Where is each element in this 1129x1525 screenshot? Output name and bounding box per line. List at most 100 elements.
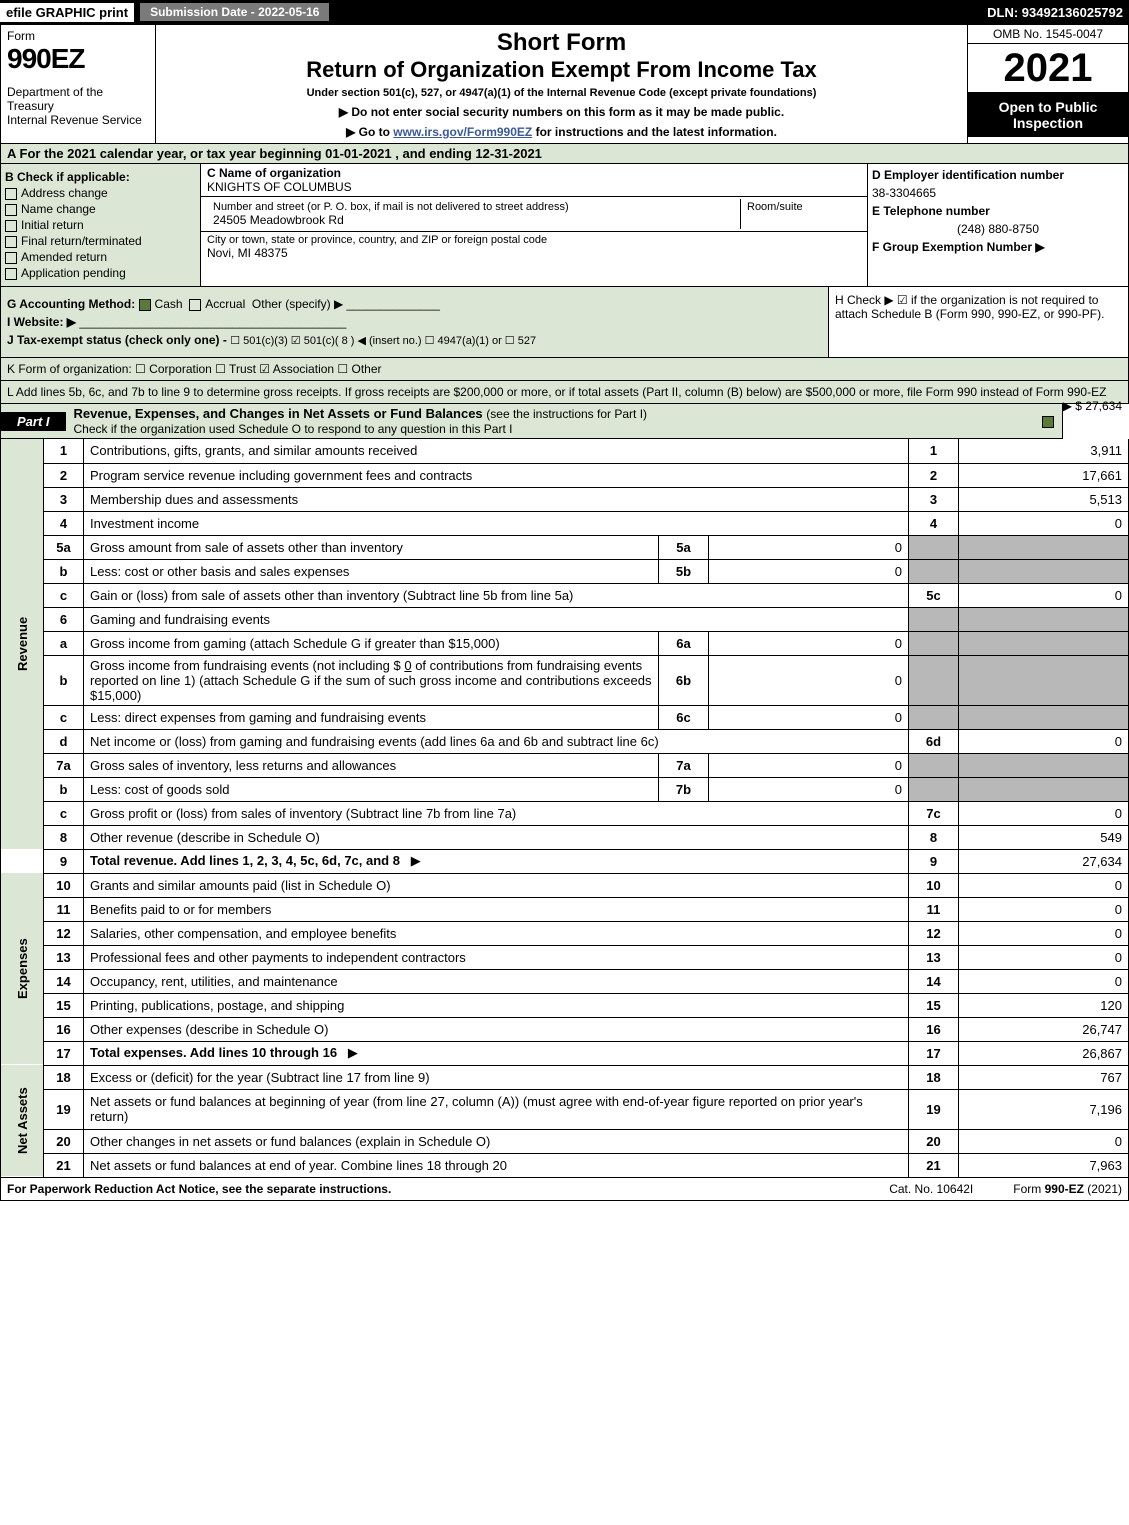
ck-amended-return[interactable]: Amended return: [5, 250, 196, 264]
l7a-desc: Gross sales of inventory, less returns a…: [84, 753, 659, 777]
l1-rn: 1: [909, 439, 959, 463]
tel-label: E Telephone number: [872, 204, 1124, 218]
l18-num: 18: [44, 1065, 84, 1089]
inst2-pre: ▶ Go to: [346, 125, 393, 139]
l7a-mn: 7a: [659, 753, 709, 777]
row-a: A For the 2021 calendar year, or tax yea…: [0, 144, 1129, 164]
l6c-mn: 6c: [659, 705, 709, 729]
form-number: 990EZ: [7, 43, 149, 75]
part1-ck[interactable]: [1038, 414, 1062, 428]
l6b-mv: 0: [709, 655, 909, 705]
l13-rv: 0: [959, 945, 1129, 969]
instruction-1: ▶ Do not enter social security numbers o…: [160, 105, 963, 119]
l7c-rn: 7c: [909, 801, 959, 825]
l6b-mn: 6b: [659, 655, 709, 705]
l17-rn: 17: [909, 1041, 959, 1065]
l5b-num: b: [44, 559, 84, 583]
l3-rn: 3: [909, 487, 959, 511]
l3-num: 3: [44, 487, 84, 511]
l6b-num: b: [44, 655, 84, 705]
ck-application-pending[interactable]: Application pending: [5, 266, 196, 280]
city-block: City or town, state or province, country…: [201, 232, 867, 262]
l17-num: 17: [44, 1041, 84, 1065]
ck-final-return[interactable]: Final return/terminated: [5, 234, 196, 248]
h-check: H Check ▶ ☑ if the organization is not r…: [835, 293, 1122, 321]
l2-desc: Program service revenue including govern…: [84, 463, 909, 487]
ck-address-change[interactable]: Address change: [5, 186, 196, 200]
dln: DLN: 93492136025792: [987, 5, 1129, 20]
l20-rv: 0: [959, 1129, 1129, 1153]
l12-rn: 12: [909, 921, 959, 945]
l14-rv: 0: [959, 969, 1129, 993]
l7c-desc: Gross profit or (loss) from sales of inv…: [84, 801, 909, 825]
l19-rn: 19: [909, 1089, 959, 1129]
l5a-rv-shade: [959, 535, 1129, 559]
l6a-mv: 0: [709, 631, 909, 655]
instruction-2: ▶ Go to www.irs.gov/Form990EZ for instru…: [160, 125, 963, 139]
l6d-desc: Net income or (loss) from gaming and fun…: [84, 729, 909, 753]
l5c-rv: 0: [959, 583, 1129, 607]
l-amount: ▶ $ 27,634: [1063, 399, 1122, 413]
addr-value: 24505 Meadowbrook Rd: [213, 213, 734, 227]
l12-num: 12: [44, 921, 84, 945]
l4-rv: 0: [959, 511, 1129, 535]
inst2-link[interactable]: www.irs.gov/Form990EZ: [393, 125, 532, 139]
l16-num: 16: [44, 1017, 84, 1041]
l-text: L Add lines 5b, 6c, and 7b to line 9 to …: [7, 385, 1106, 399]
l18-desc: Excess or (deficit) for the year (Subtra…: [84, 1065, 909, 1089]
col-b: B Check if applicable: Address change Na…: [1, 164, 201, 286]
j-tax-exempt: J Tax-exempt status (check only one) - ☐…: [7, 333, 822, 347]
l8-num: 8: [44, 825, 84, 849]
l14-desc: Occupancy, rent, utilities, and maintena…: [84, 969, 909, 993]
i-website: I Website: ▶ ___________________________…: [7, 315, 822, 329]
l18-rv: 767: [959, 1065, 1129, 1089]
l9-rn: 9: [909, 849, 959, 873]
org-name-block: C Name of organization KNIGHTS OF COLUMB…: [201, 164, 867, 197]
ck-cash[interactable]: [139, 299, 151, 311]
header-left: Form 990EZ Department of the Treasury In…: [1, 25, 156, 143]
l21-rn: 21: [909, 1153, 959, 1177]
l20-num: 20: [44, 1129, 84, 1153]
l6d-num: d: [44, 729, 84, 753]
l7b-mv: 0: [709, 777, 909, 801]
l3-rv: 5,513: [959, 487, 1129, 511]
l4-rn: 4: [909, 511, 959, 535]
side-revenue: Revenue: [1, 439, 44, 849]
l5a-desc: Gross amount from sale of assets other t…: [84, 535, 659, 559]
l5b-desc: Less: cost or other basis and sales expe…: [84, 559, 659, 583]
l17-desc: Total expenses. Add lines 10 through 16 …: [84, 1041, 909, 1065]
k-section: K Form of organization: ☐ Corporation ☐ …: [0, 358, 1129, 381]
b-header: B Check if applicable:: [5, 170, 196, 184]
ein-label: D Employer identification number: [872, 168, 1124, 182]
l18-rn: 18: [909, 1065, 959, 1089]
l11-rv: 0: [959, 897, 1129, 921]
ck-accrual[interactable]: [189, 299, 201, 311]
l5c-desc: Gain or (loss) from sale of assets other…: [84, 583, 909, 607]
l12-desc: Salaries, other compensation, and employ…: [84, 921, 909, 945]
l6c-desc: Less: direct expenses from gaming and fu…: [84, 705, 659, 729]
open-public: Open to Public Inspection: [968, 92, 1128, 137]
side-net-assets: Net Assets: [1, 1065, 44, 1177]
col-d: D Employer identification number 38-3304…: [868, 164, 1128, 286]
omb-number: OMB No. 1545-0047: [968, 25, 1128, 44]
l10-rn: 10: [909, 873, 959, 897]
l1-desc: Contributions, gifts, grants, and simila…: [84, 439, 909, 463]
l5a-num: 5a: [44, 535, 84, 559]
ck-name-change[interactable]: Name change: [5, 202, 196, 216]
room-col: Room/suite: [741, 199, 861, 229]
l20-desc: Other changes in net assets or fund bala…: [84, 1129, 909, 1153]
l8-rn: 8: [909, 825, 959, 849]
l6d-rn: 6d: [909, 729, 959, 753]
l16-desc: Other expenses (describe in Schedule O): [84, 1017, 909, 1041]
l11-num: 11: [44, 897, 84, 921]
l8-rv: 549: [959, 825, 1129, 849]
l2-rv: 17,661: [959, 463, 1129, 487]
g-h-section: G Accounting Method: Cash Accrual Other …: [0, 287, 1129, 358]
part1-header: Part I Revenue, Expenses, and Changes in…: [0, 404, 1063, 439]
footer-catno: Cat. No. 10642I: [889, 1182, 973, 1196]
l6a-desc: Gross income from gaming (attach Schedul…: [84, 631, 659, 655]
col-c: C Name of organization KNIGHTS OF COLUMB…: [201, 164, 868, 286]
l6c-num: c: [44, 705, 84, 729]
l11-rn: 11: [909, 897, 959, 921]
ck-initial-return[interactable]: Initial return: [5, 218, 196, 232]
